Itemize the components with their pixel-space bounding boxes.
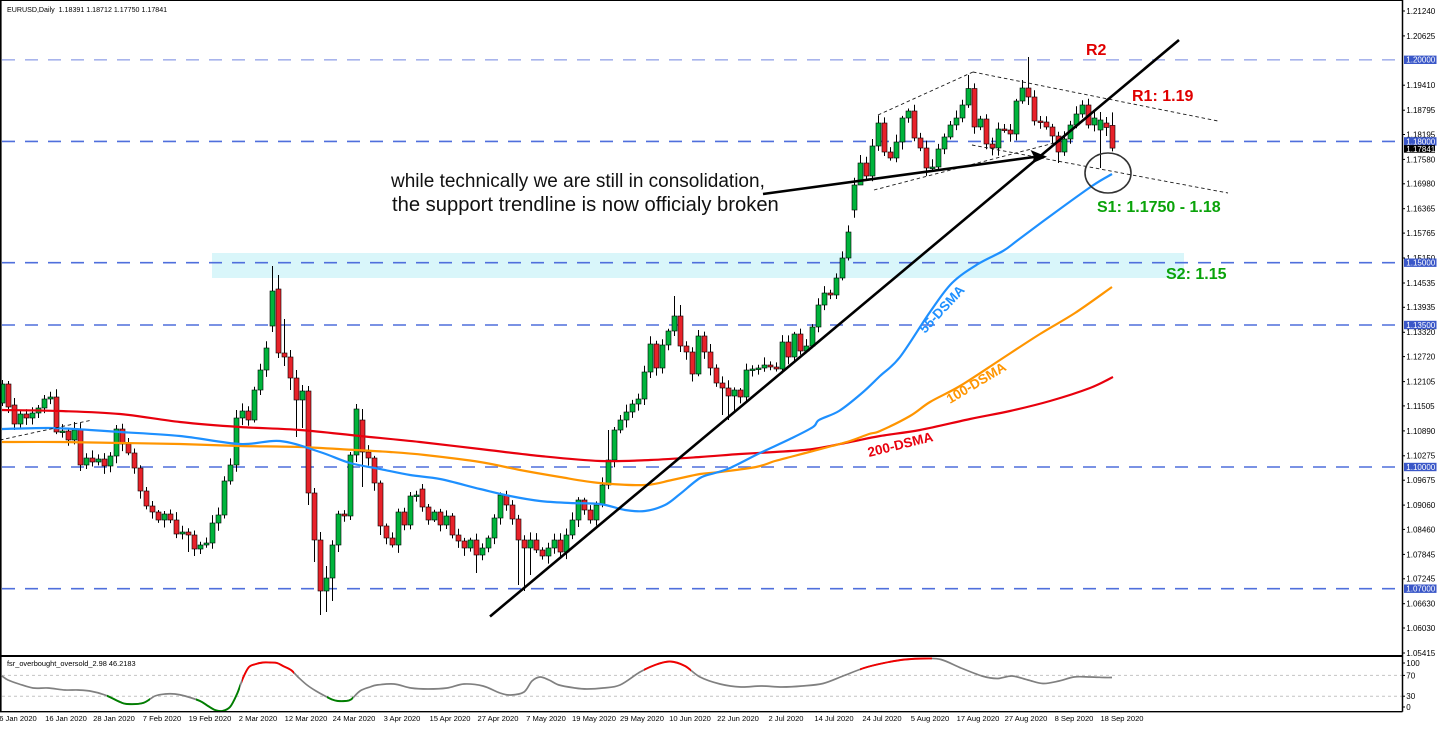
svg-text:R2: R2 xyxy=(1086,42,1107,59)
svg-text:1.13935: 1.13935 xyxy=(1406,303,1435,312)
svg-text:1.10275: 1.10275 xyxy=(1406,452,1435,461)
svg-text:S1: 1.1750 - 1.18: S1: 1.1750 - 1.18 xyxy=(1097,199,1221,216)
svg-text:2 Mar 2020: 2 Mar 2020 xyxy=(239,714,277,723)
svg-text:1.07845: 1.07845 xyxy=(1406,550,1435,559)
svg-text:1.18795: 1.18795 xyxy=(1406,106,1435,115)
svg-text:15 Apr 2020: 15 Apr 2020 xyxy=(430,714,471,723)
svg-text:fsr_overbought_oversold_2.98 4: fsr_overbought_oversold_2.98 46.2183 xyxy=(7,659,136,668)
svg-text:1.13320: 1.13320 xyxy=(1406,328,1435,337)
svg-text:22 Jun 2020: 22 Jun 2020 xyxy=(717,714,759,723)
svg-text:1.15000: 1.15000 xyxy=(1406,259,1435,268)
svg-text:2 Jul 2020: 2 Jul 2020 xyxy=(768,714,803,723)
svg-text:10 Jun 2020: 10 Jun 2020 xyxy=(669,714,711,723)
svg-text:S2: 1.15: S2: 1.15 xyxy=(1166,266,1227,283)
svg-text:17 Aug 2020: 17 Aug 2020 xyxy=(957,714,1000,723)
svg-text:1.13500: 1.13500 xyxy=(1406,321,1435,330)
svg-text:1.08460: 1.08460 xyxy=(1406,525,1435,534)
svg-text:0: 0 xyxy=(1406,703,1411,712)
svg-text:while technically we are still: while technically we are still in consol… xyxy=(390,171,765,192)
svg-text:3 Apr 2020: 3 Apr 2020 xyxy=(384,714,421,723)
svg-text:1.17580: 1.17580 xyxy=(1406,155,1435,164)
svg-text:1.11505: 1.11505 xyxy=(1406,402,1435,411)
svg-text:1.07245: 1.07245 xyxy=(1406,575,1435,584)
svg-text:1.15150: 1.15150 xyxy=(1406,254,1435,263)
svg-text:1.21240: 1.21240 xyxy=(1406,7,1435,16)
svg-text:27 Apr 2020: 27 Apr 2020 xyxy=(478,714,519,723)
svg-text:28 Jan 2020: 28 Jan 2020 xyxy=(93,714,135,723)
svg-text:1.06030: 1.06030 xyxy=(1406,624,1435,633)
svg-text:1.19410: 1.19410 xyxy=(1406,81,1435,90)
svg-text:1.09675: 1.09675 xyxy=(1406,476,1435,485)
svg-text:14 Jul 2020: 14 Jul 2020 xyxy=(814,714,853,723)
svg-text:7 May 2020: 7 May 2020 xyxy=(526,714,566,723)
svg-text:1.16980: 1.16980 xyxy=(1406,180,1435,189)
svg-text:1.12720: 1.12720 xyxy=(1406,353,1435,362)
svg-text:the support trendline is now o: the support trendline is now officialy b… xyxy=(392,194,779,216)
svg-text:100: 100 xyxy=(1406,659,1420,668)
svg-text:1.05415: 1.05415 xyxy=(1406,649,1435,658)
svg-text:27 Aug 2020: 27 Aug 2020 xyxy=(1005,714,1048,723)
svg-text:1.09060: 1.09060 xyxy=(1406,501,1435,510)
svg-text:1.07000: 1.07000 xyxy=(1406,585,1435,594)
svg-text:1.20000: 1.20000 xyxy=(1406,56,1435,65)
svg-text:1.18000: 1.18000 xyxy=(1406,137,1435,146)
svg-text:18 Sep 2020: 18 Sep 2020 xyxy=(1100,714,1143,723)
svg-text:1.06630: 1.06630 xyxy=(1406,600,1435,609)
svg-text:1.17841: 1.17841 xyxy=(1406,145,1435,154)
svg-text:1.15765: 1.15765 xyxy=(1406,229,1435,238)
svg-text:EURUSD,Daily 1.18391 1.18712: EURUSD,Daily 1.18391 1.18712 1.17750 1.1… xyxy=(7,6,167,14)
svg-text:7 Feb 2020: 7 Feb 2020 xyxy=(143,714,181,723)
svg-text:29 May 2020: 29 May 2020 xyxy=(620,714,664,723)
svg-text:24 Mar 2020: 24 Mar 2020 xyxy=(333,714,376,723)
svg-text:8 Sep 2020: 8 Sep 2020 xyxy=(1055,714,1094,723)
svg-text:19 Feb 2020: 19 Feb 2020 xyxy=(189,714,232,723)
svg-text:19 May 2020: 19 May 2020 xyxy=(572,714,616,723)
svg-text:1.10890: 1.10890 xyxy=(1406,427,1435,436)
svg-text:70: 70 xyxy=(1406,671,1415,680)
svg-text:24 Jul 2020: 24 Jul 2020 xyxy=(862,714,901,723)
svg-text:1.20625: 1.20625 xyxy=(1406,32,1435,41)
svg-text:1.16365: 1.16365 xyxy=(1406,205,1435,214)
svg-text:16 Jan 2020: 16 Jan 2020 xyxy=(45,714,87,723)
svg-text:5 Aug 2020: 5 Aug 2020 xyxy=(911,714,949,723)
svg-text:1.18195: 1.18195 xyxy=(1406,130,1435,139)
svg-text:30: 30 xyxy=(1406,692,1415,701)
svg-text:1.14535: 1.14535 xyxy=(1406,279,1435,288)
svg-text:12 Mar 2020: 12 Mar 2020 xyxy=(285,714,328,723)
svg-text:1.10000: 1.10000 xyxy=(1406,463,1435,472)
svg-text:R1: 1.19: R1: 1.19 xyxy=(1132,88,1193,105)
svg-text:1.12105: 1.12105 xyxy=(1406,378,1435,387)
svg-text:6 Jan 2020: 6 Jan 2020 xyxy=(0,714,37,723)
